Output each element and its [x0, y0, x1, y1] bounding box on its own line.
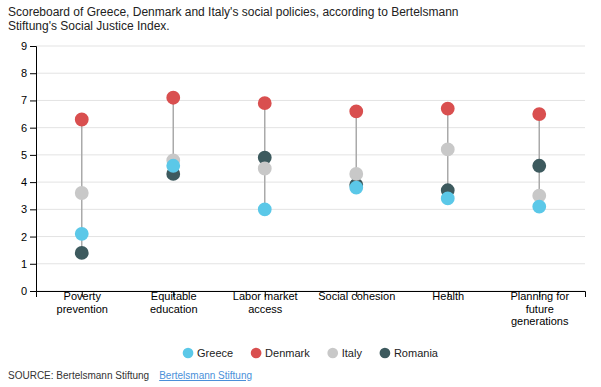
y-tick: 5	[21, 149, 36, 161]
dot	[349, 167, 363, 181]
dot	[441, 143, 455, 157]
legend-marker	[251, 348, 262, 359]
grid-line	[36, 100, 585, 101]
y-tick: 0	[21, 285, 36, 297]
grid	[36, 46, 585, 291]
chart: Scoreboard of Greece, Denmark and Italy'…	[0, 0, 601, 387]
dot	[532, 200, 546, 214]
dot	[75, 227, 89, 241]
y-tick-label: 4	[21, 176, 27, 188]
grid-line	[36, 46, 585, 47]
title: Scoreboard of Greece, Denmark and Italy'…	[8, 5, 459, 33]
y-tick-label: 0	[21, 285, 27, 297]
dot	[441, 102, 455, 116]
y-tick-label: 6	[21, 122, 27, 134]
legend: Greece Denmark Italy Romania	[183, 347, 439, 359]
source: SOURCE: Bertelsmann Stiftung	[8, 370, 149, 381]
grid-line	[36, 236, 585, 237]
y-tick-mark	[30, 237, 36, 238]
x-tick: Social cohesion	[318, 290, 395, 302]
y-tick: 4	[21, 176, 36, 188]
x-tick: Health	[432, 290, 464, 302]
x-tick-label: Social cohesion	[318, 290, 395, 302]
x-tick-label: Povertyprevention	[57, 290, 108, 315]
y-tick-label: 2	[21, 231, 27, 243]
dot	[349, 181, 363, 195]
dot	[258, 162, 272, 176]
y-tick-mark	[30, 182, 36, 183]
series	[75, 159, 546, 241]
dot	[532, 107, 546, 121]
y-tick: 6	[21, 122, 36, 134]
plot: 0 1 2 3 4 5 6 7 8 9 Povertyprevention Equitableeduc…	[21, 40, 586, 327]
y-tick-label: 1	[21, 258, 27, 270]
y-tick-label: 5	[21, 149, 27, 161]
grid-line	[36, 263, 585, 264]
grid-line	[36, 209, 585, 210]
y-tick: 3	[21, 203, 36, 215]
legend-label: Greece	[197, 347, 233, 359]
range-lines	[82, 98, 540, 253]
series	[75, 143, 546, 203]
y-tick-mark	[30, 100, 36, 101]
legend-label: Denmark	[265, 347, 310, 359]
dot	[75, 113, 89, 127]
legend-marker	[183, 348, 194, 359]
y-tick-mark	[30, 46, 36, 47]
y-tick-mark	[30, 209, 36, 210]
x-tick-label: Health	[432, 290, 464, 302]
grid-line	[36, 127, 585, 128]
legend-label: Italy	[342, 347, 363, 359]
y-tick-label: 3	[21, 203, 27, 215]
y-tick: 9	[21, 40, 36, 52]
legend-item: Italy	[327, 347, 362, 359]
marks	[75, 91, 546, 260]
y-tick-label: 8	[21, 67, 27, 79]
dot	[166, 159, 180, 173]
x-axis: Povertyprevention Equitableeducation Labor…	[37, 290, 586, 327]
y-tick-mark	[30, 73, 36, 74]
dot	[349, 104, 363, 118]
legend-item: Greece	[183, 347, 233, 359]
annotation: Bertelsmann Stiftung	[159, 370, 252, 381]
x-tick: Labor marketaccess	[233, 290, 298, 315]
x-tick-label: Planning forfuturegenerations	[510, 290, 569, 327]
dot	[75, 186, 89, 200]
dot	[532, 159, 546, 173]
y-tick-mark	[30, 264, 36, 265]
x-tick-label: Labor marketaccess	[233, 290, 298, 315]
y-tick-label: 7	[21, 94, 27, 106]
y-tick-mark	[30, 155, 36, 156]
x-tick-label: Equitableeducation	[150, 290, 198, 315]
grid-line	[36, 182, 585, 183]
y-tick: 7	[21, 94, 36, 106]
x-tick: Planning forfuturegenerations	[510, 290, 569, 327]
series	[75, 91, 546, 127]
legend-item: Romania	[380, 347, 439, 359]
y-axis-line	[30, 47, 37, 292]
y-tick-mark	[30, 128, 36, 129]
legend-marker	[380, 348, 391, 359]
y-tick: 2	[21, 231, 36, 243]
dot	[258, 202, 272, 216]
series	[75, 151, 546, 260]
y-tick-label: 9	[21, 40, 27, 52]
legend-label: Romania	[394, 347, 439, 359]
x-tick: Povertyprevention	[57, 290, 108, 315]
dot	[75, 246, 89, 260]
x-axis-line	[37, 292, 586, 298]
y-tick-mark	[30, 291, 36, 292]
dot	[258, 96, 272, 110]
dot	[441, 192, 455, 206]
grid-line	[36, 73, 585, 74]
y-tick: 1	[21, 258, 36, 270]
dot	[166, 91, 180, 105]
grid-line	[36, 154, 585, 155]
x-tick: Equitableeducation	[150, 290, 198, 315]
y-axis: 0 1 2 3 4 5 6 7 8 9	[21, 40, 37, 297]
legend-item: Denmark	[251, 347, 310, 359]
y-tick: 8	[21, 67, 36, 79]
legend-marker	[327, 348, 338, 359]
